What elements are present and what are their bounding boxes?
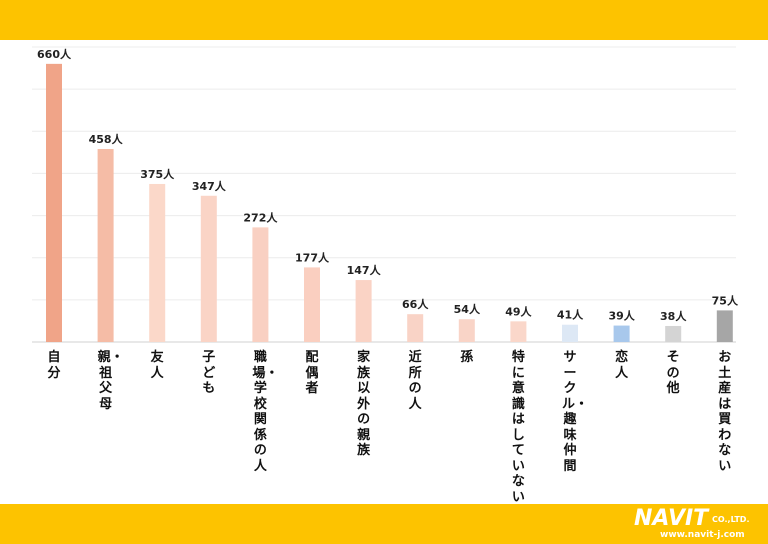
value-label-3: 347人 <box>192 179 227 193</box>
navit-logo: NAVIT CO.,LTD. www.navit-j.com <box>634 507 760 541</box>
category-label-2: 友人 <box>150 350 164 381</box>
bar-6 <box>355 280 372 342</box>
category-label-13: お土産は買わない <box>718 350 732 474</box>
bar-2 <box>149 183 166 342</box>
category-label-3: 子ども <box>202 350 216 396</box>
category-label-1: 親・祖父母 <box>97 350 124 412</box>
category-label-8: 孫 <box>460 350 474 365</box>
header-bar <box>0 0 768 40</box>
category-label-10: サークル・趣味仲間 <box>562 350 589 474</box>
value-label-0: 660人 <box>37 47 72 61</box>
value-label-12: 38人 <box>660 309 687 323</box>
logo-url-text: www.navit-j.com <box>660 530 745 540</box>
value-label-4: 272人 <box>243 210 278 224</box>
category-label-7: 近所の人 <box>408 350 422 412</box>
category-label-0: 自分 <box>47 350 61 381</box>
bar-7 <box>407 314 424 342</box>
value-label-7: 66人 <box>402 297 429 311</box>
bar-4 <box>252 227 269 342</box>
value-label-11: 39人 <box>608 309 635 323</box>
value-label-5: 177人 <box>295 250 330 264</box>
bar-5 <box>304 267 320 342</box>
value-label-13: 75人 <box>712 293 739 307</box>
bar-11 <box>613 325 630 342</box>
bar-12 <box>665 325 682 342</box>
bar-3 <box>200 195 217 342</box>
value-label-1: 458人 <box>89 132 124 146</box>
value-label-9: 49人 <box>505 304 532 318</box>
bar-1 <box>97 148 114 342</box>
bar-8 <box>458 319 475 342</box>
category-label-9: 特に意識はしていない <box>511 350 525 505</box>
value-label-8: 54人 <box>454 302 481 316</box>
bar-9 <box>510 321 527 342</box>
category-label-5: 配偶者 <box>305 350 319 396</box>
bar-13 <box>716 310 733 342</box>
value-label-10: 41人 <box>557 308 584 322</box>
category-label-11: 恋人 <box>615 350 629 381</box>
footer-bar <box>0 504 768 544</box>
category-label-6: 家族以外の親族 <box>357 350 371 458</box>
logo-main-text: NAVIT <box>634 506 709 531</box>
value-label-6: 147人 <box>347 263 382 277</box>
category-label-12: その他 <box>666 350 680 396</box>
value-label-2: 375人 <box>140 167 175 181</box>
bar-10 <box>562 324 578 342</box>
logo-suffix-text: CO.,LTD. <box>712 515 750 524</box>
bar-0 <box>46 63 62 342</box>
category-label-4: 職場・学校関係の人 <box>252 350 279 474</box>
